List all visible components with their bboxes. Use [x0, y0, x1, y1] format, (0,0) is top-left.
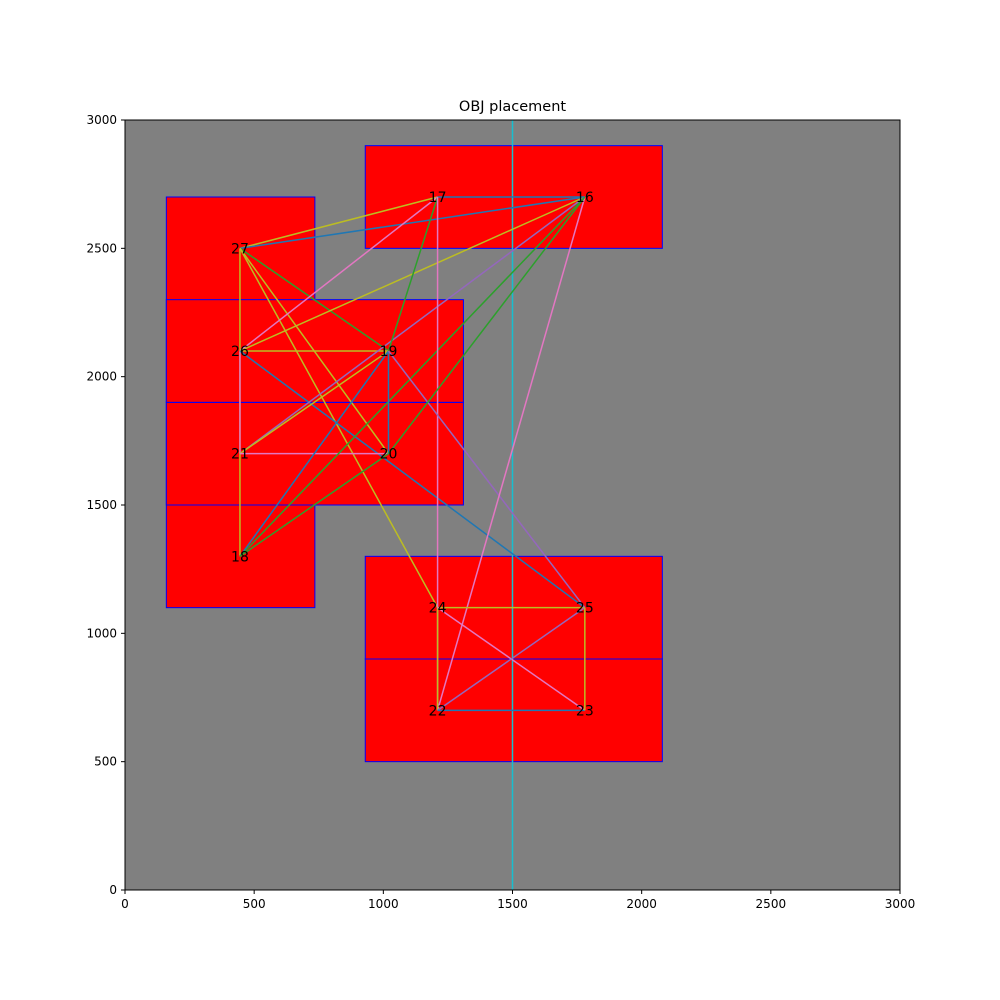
edge-19-25: [387, 350, 586, 609]
y-tick-label: 500: [94, 755, 117, 769]
node-label-21: 21: [231, 447, 249, 463]
x-tick-label: 2000: [626, 897, 657, 911]
x-tick-label: 0: [121, 897, 129, 911]
edge-18-16: [239, 196, 586, 557]
x-tick-label: 3000: [885, 897, 916, 911]
x-tick-label: 500: [243, 897, 266, 911]
node-label-23: 23: [576, 703, 594, 719]
y-axis-ticks: 0 500 1000 1500 2000 2500 3000: [86, 113, 125, 897]
node-label-27: 27: [231, 241, 249, 257]
y-tick-label: 1000: [86, 626, 117, 640]
node-label-18: 18: [231, 549, 249, 565]
edge-22-25: [437, 607, 586, 711]
edge-17-19: [387, 196, 439, 352]
x-tick-label: 2500: [756, 897, 787, 911]
y-tick-label: 2000: [86, 370, 117, 384]
edge-lines: [239, 196, 586, 712]
x-axis-ticks: 0 500 1000 1500 2000 2500 3000: [121, 890, 915, 911]
edge-21-19: [239, 350, 389, 455]
node-label-17: 17: [429, 190, 447, 206]
edge-18-19: [239, 350, 390, 557]
edge-27-17: [239, 196, 438, 250]
y-tick-label: 2500: [86, 241, 117, 255]
x-tick-label: 1000: [368, 897, 399, 911]
node-label-26: 26: [231, 344, 249, 360]
edge-27-19: [239, 247, 389, 352]
node-labels: 16 17 18 19 20 21 22 23 24 25 26 27: [231, 190, 594, 719]
node-label-22: 22: [429, 703, 447, 719]
edge-26-25: [239, 350, 586, 609]
y-tick-label: 0: [109, 883, 117, 897]
edge-16-20: [387, 196, 586, 455]
node-label-16: 16: [576, 190, 594, 206]
node-label-20: 20: [380, 447, 398, 463]
chart-title: OBJ placement: [459, 99, 566, 115]
x-tick-label: 1500: [497, 897, 528, 911]
y-tick-label: 1500: [86, 498, 117, 512]
edge-21-16: [239, 196, 586, 455]
node-label-24: 24: [429, 601, 447, 617]
node-label-19: 19: [380, 344, 398, 360]
edge-27-24: [239, 247, 439, 609]
edge-26-17: [239, 196, 439, 352]
y-tick-label: 3000: [86, 113, 117, 127]
node-label-25: 25: [576, 601, 594, 617]
edge-27-16: [239, 196, 585, 250]
edge-18-20: [239, 453, 389, 557]
